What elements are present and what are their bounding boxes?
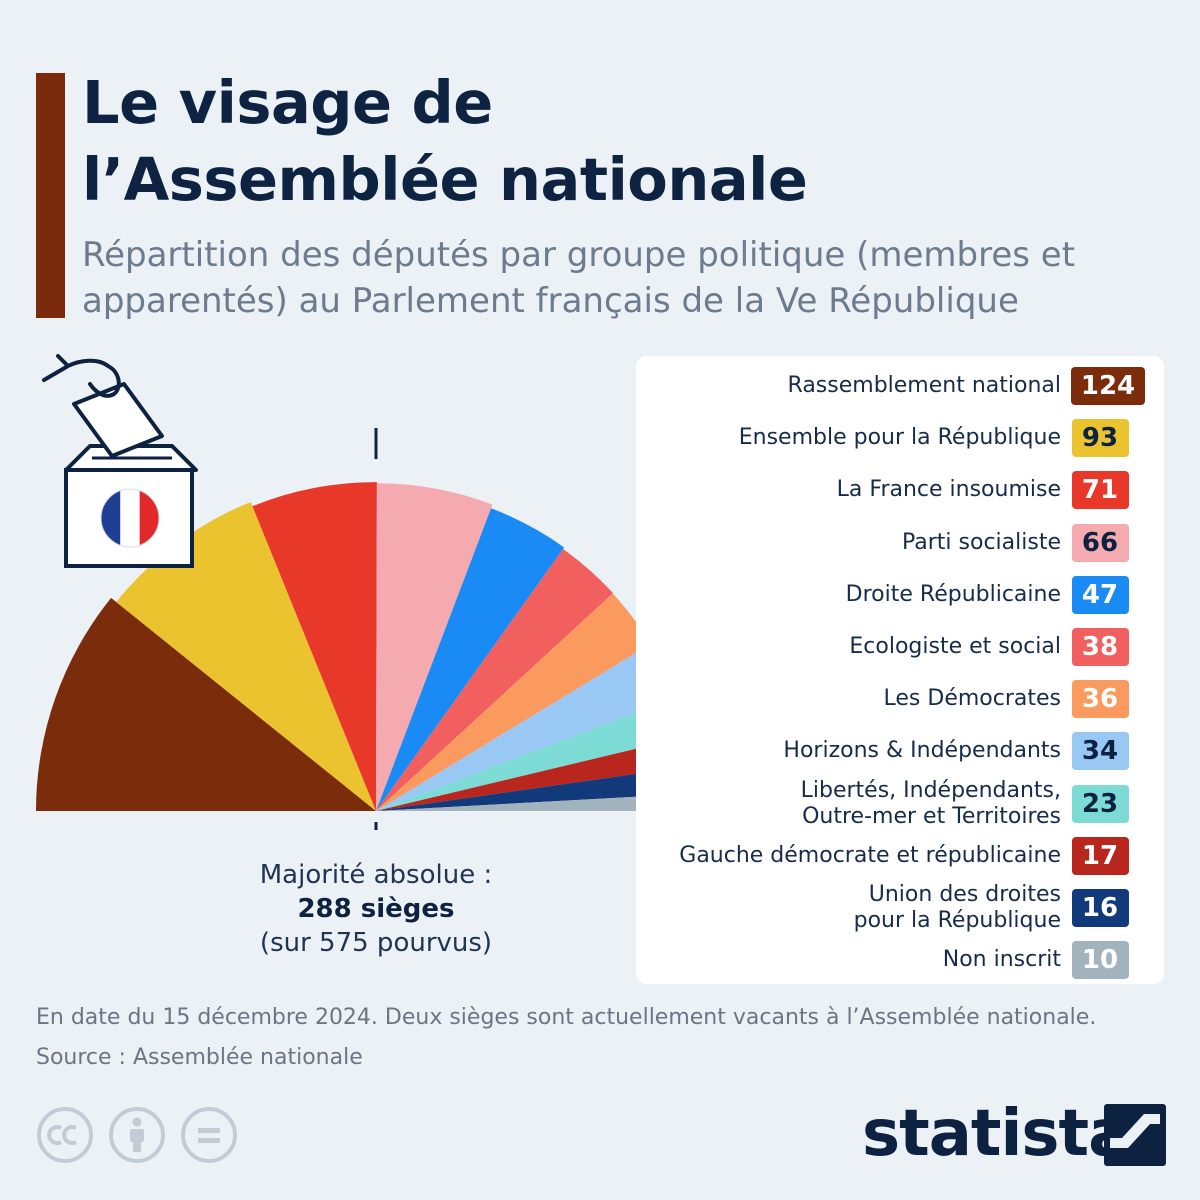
legend-item: Ecologiste et social 38: [636, 621, 1164, 673]
slice-1: [36, 597, 376, 811]
legend-item: La France insoumise 71: [636, 464, 1164, 516]
legend-item: Horizons & Indépendants 34: [636, 725, 1164, 777]
statista-brand[interactable]: statista: [862, 1090, 1172, 1180]
legend-label: La France insoumise: [837, 477, 1061, 503]
legend-item: Parti socialiste 66: [636, 517, 1164, 569]
legend-label-line: La France insoumise: [836, 477, 1061, 503]
legend-label-line: Droite Républicaine: [845, 581, 1061, 607]
legend-label-line: Ensemble pour la République: [738, 425, 1061, 451]
subtitle-line-2: apparentés) au Parlement français de la …: [82, 281, 1019, 321]
legend-value-badge: 23: [1071, 784, 1129, 823]
legend-panel: Rassemblement national 124 Ensemble pour l…: [636, 356, 1164, 984]
hemicycle-chart: [36, 354, 693, 830]
legend-label: Les Démocrates: [884, 686, 1061, 712]
legend-label: Horizons & Indépendants: [783, 738, 1061, 764]
legend-value-badge: 36: [1071, 680, 1129, 719]
legend-label-line: Outre-mer et Territoires: [802, 803, 1061, 829]
legend-value-badge: 16: [1071, 889, 1129, 927]
legend-label: Ecologiste et social: [849, 634, 1061, 660]
legend-item: Rassemblement national 124: [636, 360, 1164, 412]
footnote-note: En date du 15 décembre 2024. Deux sièges…: [36, 1005, 1097, 1030]
slice-12: [376, 793, 693, 811]
legend-value-badge: 124: [1071, 367, 1145, 405]
legend-label-line: pour la République: [853, 908, 1061, 933]
footnote-source: Source : Assemblée nationale: [36, 1045, 363, 1070]
legend-item: Droite Républicaine 47: [636, 569, 1164, 621]
french-flag-icon: [100, 488, 160, 548]
legend-value-badge: 93: [1071, 419, 1129, 458]
legend-item: Non inscrit 10: [636, 934, 1164, 986]
legend-item: Gauche démocrate et républicaine 17: [636, 830, 1164, 882]
legend-item: Libertés, Indépendants, Outre-mer et Terr…: [636, 778, 1164, 830]
legend-item: Les Démocrates 36: [636, 673, 1164, 725]
subtitle-line-1: Répartition des députés par groupe polit…: [82, 235, 1076, 275]
legend-label: Droite Républicaine: [846, 582, 1061, 608]
majority-annotation: Majorité absolue : 288 sièges (sur 575 p…: [196, 858, 556, 960]
slice-10: [376, 737, 691, 811]
attribution-icon[interactable]: [108, 1106, 166, 1164]
title-accent-bar: [36, 73, 65, 318]
legend-label-line: Horizons & Indépendants: [783, 738, 1061, 764]
slice-7: [376, 593, 651, 811]
legend-label-line: Libertés, Indépendants,: [800, 777, 1061, 803]
legend-label: Ensemble pour la République: [739, 425, 1061, 451]
slice-8: [376, 644, 677, 811]
legend-item: Ensemble pour la République 93: [636, 412, 1164, 464]
slice-2: [116, 501, 377, 811]
cc-icon[interactable]: [36, 1106, 94, 1164]
no-derivatives-icon[interactable]: [180, 1106, 238, 1164]
majority-label: Majorité absolue :: [259, 860, 493, 890]
slice-6: [376, 548, 614, 811]
legend-label-line: Non inscrit: [942, 947, 1061, 973]
slice-3: [252, 482, 377, 811]
legend-label-line: Gauche démocrate et républicaine: [679, 842, 1061, 868]
slice-11: [376, 766, 693, 811]
legend-item: Union des droites pour la République 16: [636, 882, 1164, 934]
brand-wordmark: statista: [862, 1097, 1131, 1171]
majority-total: (sur 575 pourvus): [259, 928, 493, 958]
title-line-2: l’Assemblée nationale: [82, 145, 808, 214]
slice-4: [376, 483, 493, 811]
legend-label: Libertés, Indépendants, Outre-mer et Terr…: [801, 778, 1061, 830]
legend-value-badge: 71: [1071, 471, 1129, 510]
legend-value-badge: 17: [1071, 836, 1129, 875]
footnote: En date du 15 décembre 2024. Deux sièges…: [36, 998, 1096, 1078]
legend-label-line: Ecologiste et social: [849, 634, 1061, 659]
legend-label: Union des droites pour la République: [854, 882, 1061, 934]
legend-label-line: Union des droites: [868, 882, 1061, 907]
page-subtitle: Répartition des députés par groupe polit…: [82, 232, 1182, 324]
legend-label-line: Les Démocrates: [883, 686, 1061, 712]
legend-value-badge: 66: [1071, 523, 1129, 562]
legend-label-line: Rassemblement national: [787, 373, 1061, 398]
slice-9: [376, 698, 687, 811]
slice-5: [376, 508, 565, 811]
legend-label: Parti socialiste: [902, 530, 1061, 556]
legend-label: Rassemblement national: [788, 373, 1061, 399]
legend-label: Gauche démocrate et républicaine: [679, 843, 1061, 869]
legend-value-badge: 47: [1071, 575, 1129, 614]
legend-value-badge: 10: [1071, 941, 1129, 980]
legend-value-badge: 34: [1071, 732, 1129, 771]
page-title: Le visage de l’Assemblée nationale: [82, 64, 1182, 218]
legend-label: Non inscrit: [943, 947, 1061, 973]
majority-seats: 288 sièges: [297, 894, 455, 924]
legend-label-line: Parti socialiste: [902, 529, 1061, 555]
legend-value-badge: 38: [1071, 628, 1129, 666]
title-line-1: Le visage de: [82, 68, 493, 137]
statista-logo-icon: [1104, 1104, 1166, 1166]
